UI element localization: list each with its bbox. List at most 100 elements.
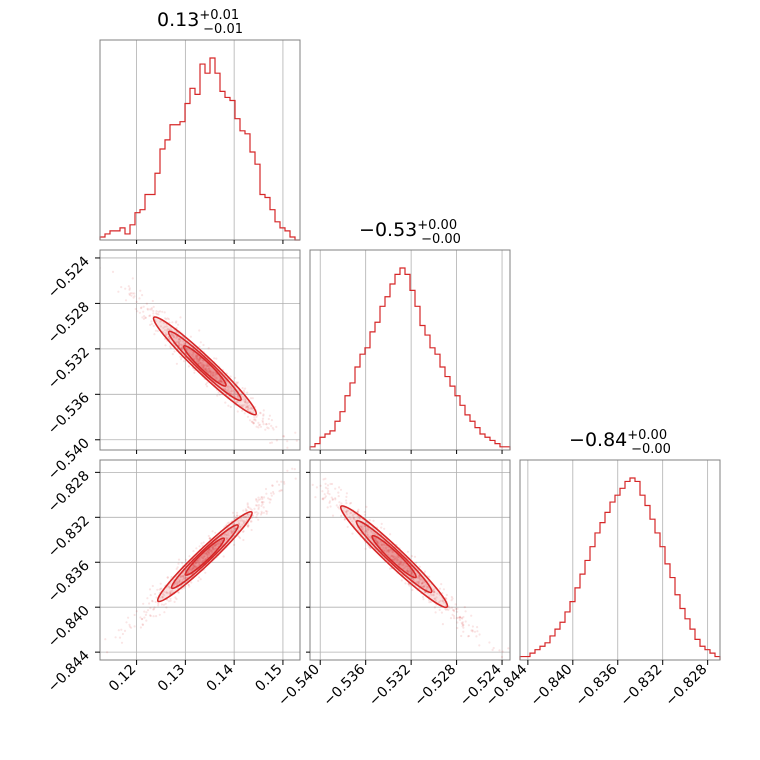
sample-point xyxy=(242,538,245,542)
sample-point xyxy=(331,482,334,486)
sample-point xyxy=(441,599,445,603)
panel-frame xyxy=(309,249,511,451)
sample-point xyxy=(363,530,366,533)
sample-point xyxy=(181,561,184,565)
sample-point xyxy=(375,539,378,542)
sample-point xyxy=(406,570,409,573)
sample-point xyxy=(402,564,405,567)
x-tick-label: 0.13 xyxy=(155,662,188,695)
sample-point xyxy=(236,382,239,385)
sample-point xyxy=(356,510,359,513)
sample-point xyxy=(224,401,227,404)
sample-point xyxy=(293,465,295,467)
sample-point xyxy=(205,553,208,556)
sample-point xyxy=(345,495,348,498)
sample-point xyxy=(151,599,154,602)
sample-point xyxy=(241,387,244,390)
sample-point xyxy=(249,507,252,510)
sample-point xyxy=(208,367,211,370)
sample-point xyxy=(345,502,348,505)
sample-point xyxy=(175,362,178,365)
sample-point xyxy=(152,608,155,611)
sample-point xyxy=(167,318,170,321)
sample-point xyxy=(177,341,181,344)
sample-point xyxy=(236,514,239,517)
sample-point xyxy=(291,467,294,470)
sample-point xyxy=(476,630,479,633)
sample-point xyxy=(159,587,162,590)
sample-point xyxy=(133,613,136,617)
sample-point xyxy=(390,554,393,558)
panel-frame xyxy=(99,249,301,451)
sample-point xyxy=(237,390,240,393)
sample-point xyxy=(244,387,247,390)
sample-point xyxy=(458,618,461,622)
sample-point xyxy=(195,561,198,564)
sample-point xyxy=(133,295,136,298)
sample-point xyxy=(247,401,250,404)
sample-point xyxy=(251,397,254,400)
sample-point xyxy=(314,496,317,499)
sample-point xyxy=(423,570,427,573)
sample-point xyxy=(215,377,218,380)
sample-point xyxy=(361,528,364,532)
sample-point xyxy=(117,629,120,632)
sample-point xyxy=(243,520,246,523)
sample-point xyxy=(451,608,454,612)
sample-point xyxy=(418,575,421,578)
sample-point xyxy=(196,565,199,568)
sample-point xyxy=(192,566,195,569)
sample-point xyxy=(213,375,216,378)
sample-point xyxy=(177,338,180,341)
sample-point xyxy=(227,521,230,524)
sample-point xyxy=(166,327,170,330)
sample-point xyxy=(207,550,210,553)
sample-point xyxy=(269,441,272,445)
x-tick-label: −0.540 xyxy=(275,662,323,710)
sample-point xyxy=(425,587,428,591)
sample-point xyxy=(238,522,241,525)
sample-point xyxy=(432,588,435,591)
sample-point xyxy=(241,519,244,522)
sample-point xyxy=(199,560,202,563)
sample-point xyxy=(204,557,207,561)
sample-point xyxy=(252,421,255,424)
sample-point xyxy=(275,432,277,434)
sample-point xyxy=(146,609,150,612)
sample-point xyxy=(419,578,422,581)
sample-point xyxy=(198,576,201,579)
sample-point xyxy=(225,537,228,540)
sample-point xyxy=(360,525,363,529)
sample-point xyxy=(367,528,370,531)
sample-point xyxy=(242,530,245,533)
sample-point xyxy=(464,610,467,613)
sample-point xyxy=(501,650,504,653)
sample-point xyxy=(233,515,236,518)
sample-point xyxy=(278,490,281,493)
sample-point xyxy=(257,426,260,429)
sample-point xyxy=(195,547,198,550)
sample-point xyxy=(127,285,130,288)
sample-point xyxy=(375,540,378,543)
sample-point xyxy=(172,335,175,338)
sample-point xyxy=(215,373,218,376)
sample-point xyxy=(226,389,229,392)
data-layer xyxy=(99,57,721,660)
sample-point xyxy=(163,594,166,597)
sample-point xyxy=(259,423,262,426)
sample-point xyxy=(261,496,264,499)
sample-point xyxy=(212,547,215,550)
sample-point xyxy=(209,372,212,375)
sample-point xyxy=(194,565,197,568)
sample-point xyxy=(376,541,379,544)
text-layer: 0.13+0.01 −0.01 −0.53+0.00 −0.00 −0.84+0.00−… xyxy=(45,8,711,709)
sample-point xyxy=(441,592,444,595)
sample-point xyxy=(345,492,348,495)
sample-point xyxy=(397,563,400,566)
sample-point xyxy=(358,517,361,520)
sample-point xyxy=(331,498,334,501)
sample-point xyxy=(212,547,215,550)
sample-point xyxy=(360,526,363,529)
sample-point xyxy=(191,568,194,571)
sample-point xyxy=(178,580,181,583)
